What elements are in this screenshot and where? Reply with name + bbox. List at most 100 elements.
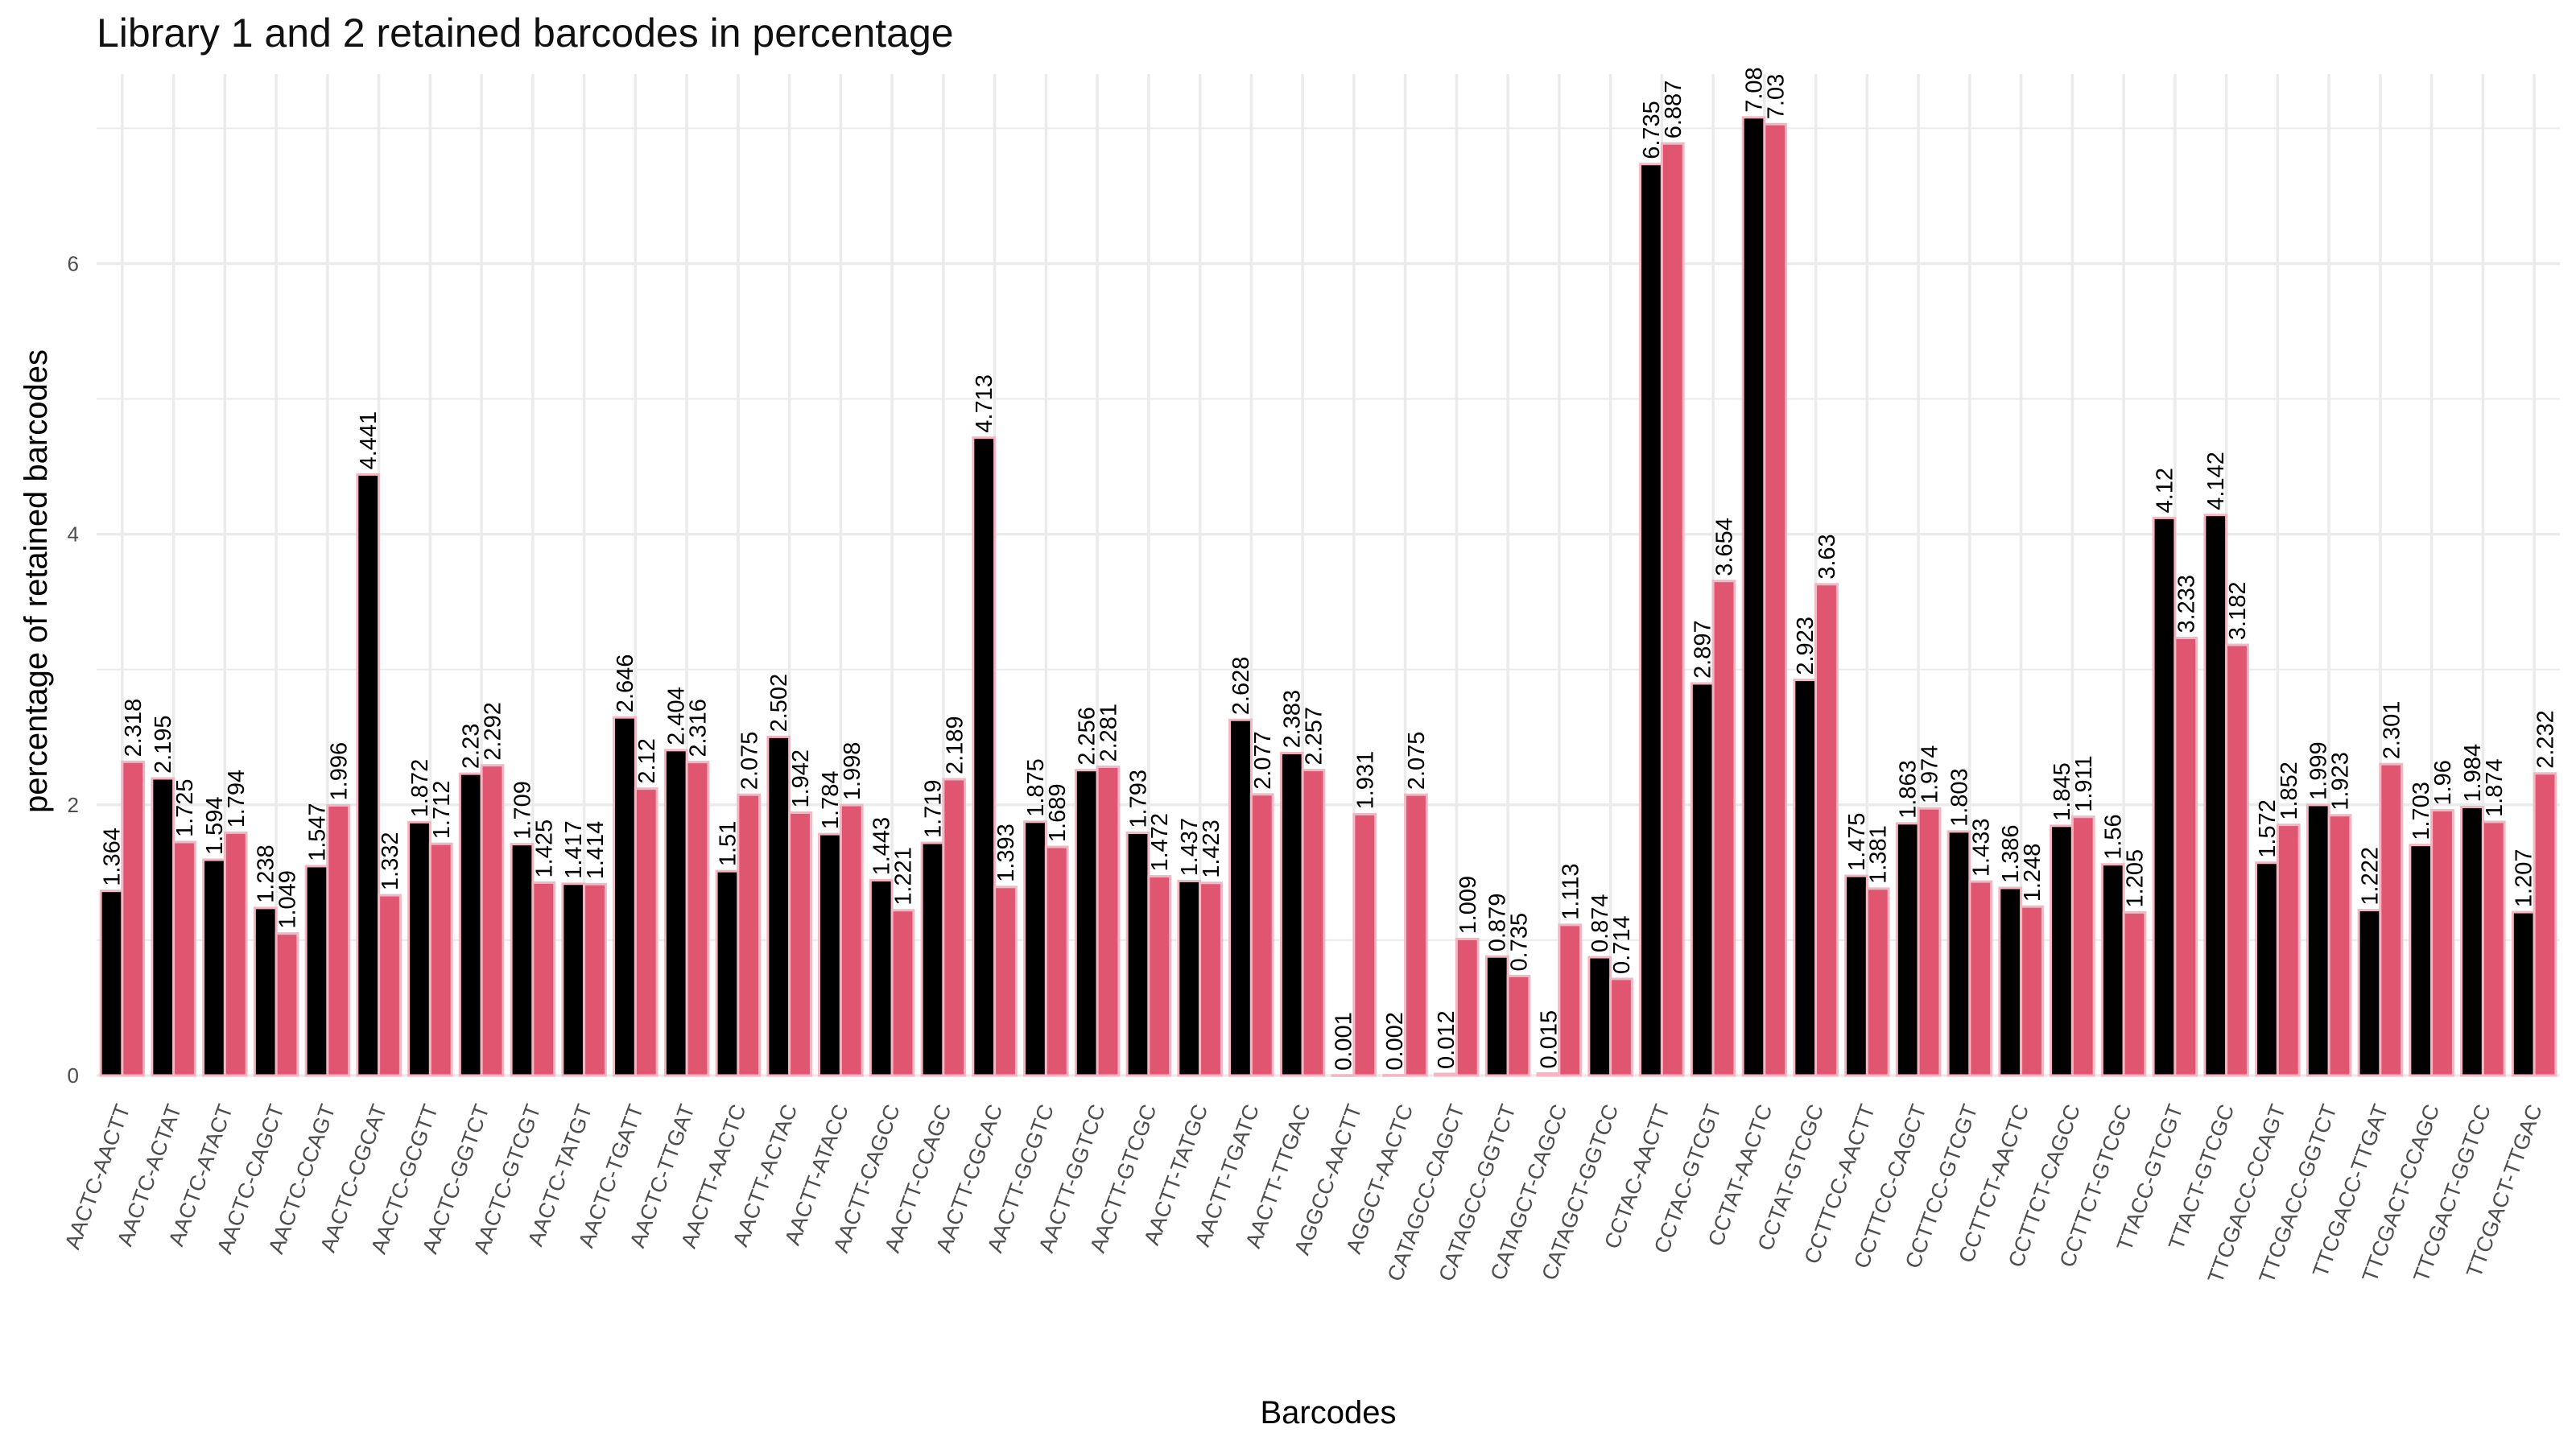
bar-series-2 bbox=[1249, 793, 1274, 1077]
bar-value-label: 2.646 bbox=[613, 654, 638, 713]
bar-value-label: 1.248 bbox=[2020, 844, 2046, 902]
bar-value-label: 1.874 bbox=[2482, 758, 2508, 817]
bar-series-1 bbox=[1074, 769, 1099, 1077]
bar-value-label: 2.383 bbox=[1280, 690, 1306, 749]
bar-series-2 bbox=[121, 760, 146, 1077]
bar-value-label: 7.08 bbox=[1741, 67, 1767, 112]
bar-series-1 bbox=[151, 777, 175, 1077]
bar-value-label: 1.709 bbox=[510, 781, 535, 840]
bar-value-label: 1.393 bbox=[993, 824, 1019, 882]
bar-value-label: 2.077 bbox=[1250, 731, 1276, 790]
bar-value-label: 0.714 bbox=[1609, 915, 1635, 974]
bar-series-2 bbox=[480, 764, 505, 1077]
bar-series-1 bbox=[202, 858, 226, 1077]
bar-series-2 bbox=[839, 803, 864, 1077]
bar-value-label: 1.911 bbox=[2071, 755, 2097, 811]
bar-value-label: 4.12 bbox=[2152, 468, 2178, 513]
bar-value-label: 1.852 bbox=[2277, 762, 2302, 820]
bar-series-1 bbox=[356, 473, 381, 1077]
bar-value-label: 1.923 bbox=[2328, 752, 2354, 811]
bar-series-2 bbox=[2327, 814, 2352, 1077]
bar-series-1 bbox=[972, 436, 997, 1077]
bar-value-label: 1.931 bbox=[1352, 751, 1378, 810]
bar-value-label: 0.874 bbox=[1587, 894, 1613, 952]
bar-series-1 bbox=[2511, 910, 2536, 1077]
bar-value-label: 1.221 bbox=[891, 847, 917, 906]
bar-series-1 bbox=[1998, 886, 2023, 1077]
x-axis-ticks: AACTC-AACTTAACTC-ACTATAACTC-ATACTAACTC-C… bbox=[60, 1101, 2547, 1286]
bar-value-label: 0.015 bbox=[1536, 1010, 1562, 1069]
bar-value-label: 1.784 bbox=[818, 771, 844, 830]
bar-value-label: 2.23 bbox=[459, 724, 485, 769]
bar-series-1 bbox=[2152, 516, 2177, 1077]
bar-series-2 bbox=[428, 842, 453, 1077]
bar-series-2 bbox=[2225, 643, 2249, 1077]
bar-series-1 bbox=[253, 906, 278, 1077]
bar-value-label: 1.845 bbox=[2050, 762, 2075, 821]
bar-value-label: 1.572 bbox=[2255, 799, 2281, 858]
bars bbox=[99, 116, 2557, 1077]
bar-value-label: 1.423 bbox=[1199, 819, 1224, 878]
bar-value-label: 1.996 bbox=[326, 742, 352, 801]
bar-series-2 bbox=[1404, 793, 1428, 1077]
bar-value-label: 1.703 bbox=[2409, 782, 2434, 840]
bar-series-1 bbox=[304, 865, 329, 1077]
bar-series-2 bbox=[1609, 977, 1633, 1077]
bar-value-label: 6.735 bbox=[1639, 101, 1665, 159]
bar-value-label: 1.207 bbox=[2512, 849, 2537, 908]
y-tick-label: 0 bbox=[68, 1063, 79, 1088]
bar-value-label: 1.689 bbox=[1045, 783, 1071, 842]
bar-value-label: 1.725 bbox=[172, 778, 198, 837]
y-axis-ticks: 0 2 4 6 bbox=[68, 251, 79, 1088]
bar-value-labels: 1.3642.1951.5941.2381.5474.4411.8722.231… bbox=[99, 67, 2558, 1070]
chart-title: Library 1 and 2 retained barcodes in per… bbox=[97, 10, 954, 56]
bar-value-label: 1.475 bbox=[1844, 812, 1870, 871]
bar-value-label: 0.001 bbox=[1331, 1012, 1356, 1071]
bar-series-2 bbox=[1147, 875, 1172, 1077]
bar-series-2 bbox=[1814, 583, 1839, 1077]
bar-value-label: 1.999 bbox=[2306, 741, 2332, 800]
bar-series-2 bbox=[2122, 910, 2147, 1077]
bar-series-1 bbox=[1484, 955, 1509, 1077]
bar-series-1 bbox=[2255, 861, 2279, 1077]
bar-value-label: 1.998 bbox=[840, 742, 865, 801]
bar-series-2 bbox=[1044, 845, 1069, 1077]
bar-series-1 bbox=[613, 716, 637, 1077]
bar-series-1 bbox=[1279, 751, 1304, 1077]
bar-series-2 bbox=[2533, 772, 2557, 1077]
y-tick-label: 4 bbox=[68, 522, 79, 547]
bar-series-2 bbox=[685, 761, 710, 1077]
bar-value-label: 2.502 bbox=[766, 674, 792, 733]
bar-value-label: 1.56 bbox=[2101, 814, 2127, 859]
bar-value-label: 1.381 bbox=[1866, 825, 1892, 884]
bar-series-2 bbox=[275, 932, 299, 1077]
bar-value-label: 0.002 bbox=[1382, 1012, 1408, 1071]
bar-value-label: 2.897 bbox=[1690, 620, 1716, 679]
bar-series-1 bbox=[1177, 879, 1202, 1077]
bar-series-1 bbox=[1228, 718, 1253, 1077]
bar-value-label: 2.232 bbox=[2533, 710, 2559, 769]
bar-value-label: 1.803 bbox=[1946, 768, 1972, 827]
bar-series-2 bbox=[583, 882, 607, 1077]
bar-value-label: 1.472 bbox=[1147, 813, 1173, 872]
bar-value-label: 1.222 bbox=[2357, 847, 2383, 906]
bar-series-2 bbox=[531, 881, 556, 1077]
bar-value-label: 1.794 bbox=[224, 770, 250, 828]
bar-series-1 bbox=[1536, 1071, 1561, 1077]
bar-value-label: 2.281 bbox=[1096, 704, 1122, 762]
bar-value-label: 1.984 bbox=[2460, 744, 2486, 803]
bar-series-1 bbox=[407, 820, 431, 1077]
bar-series-1 bbox=[1690, 682, 1715, 1077]
bar-value-label: 7.03 bbox=[1763, 74, 1789, 119]
bar-series-2 bbox=[1660, 142, 1685, 1077]
bar-value-label: 2.257 bbox=[1302, 707, 1327, 766]
bar-value-label: 1.875 bbox=[1023, 758, 1049, 817]
bar-series-2 bbox=[634, 787, 658, 1077]
bar-value-label: 0.735 bbox=[1507, 913, 1533, 972]
bar-series-1 bbox=[2357, 909, 2382, 1077]
bar-series-2 bbox=[1865, 887, 1890, 1077]
bar-series-2 bbox=[788, 811, 812, 1077]
bar-series-1 bbox=[1331, 1074, 1356, 1077]
bar-series-2 bbox=[2276, 824, 2301, 1077]
x-axis-title: Barcodes bbox=[1261, 1395, 1397, 1430]
